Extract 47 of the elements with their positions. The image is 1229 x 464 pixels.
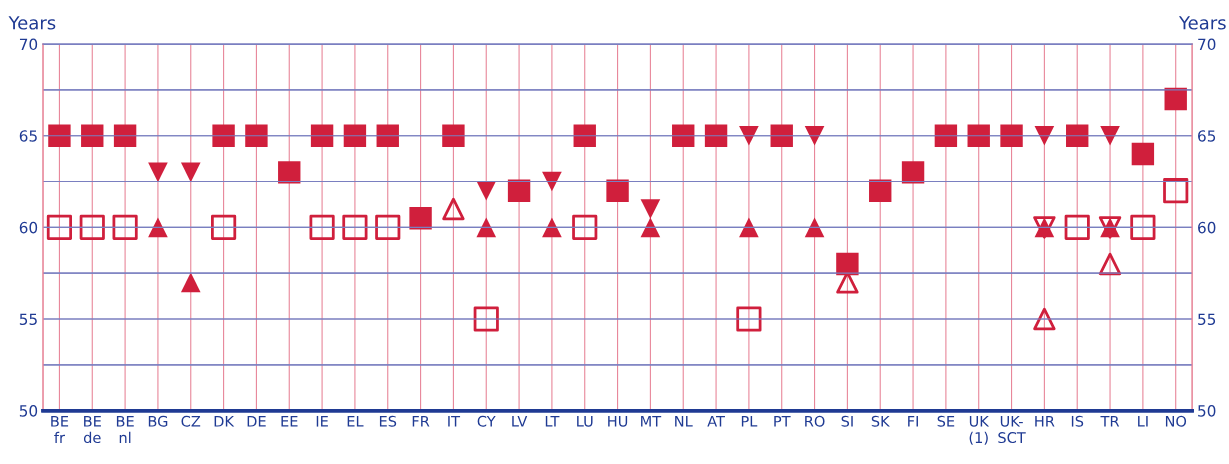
x-tick-label: PL: [741, 415, 758, 427]
x-tick-label: BE nl: [116, 415, 134, 443]
x-tick-label: ES: [379, 415, 397, 427]
x-tick-label: DK: [214, 415, 235, 427]
x-tick-label: NL: [675, 415, 693, 427]
y2-tick-label: 70: [1198, 38, 1216, 51]
x-tick-label: CY: [477, 415, 496, 427]
y-tick-label: 65: [19, 130, 37, 142]
x-tick-label: AT: [707, 415, 725, 427]
y2-tick-label: 60: [1198, 221, 1216, 234]
x-tick-label: LV: [512, 415, 528, 427]
x-tick-label: BE de: [83, 415, 101, 444]
y-tick-label: 70: [19, 38, 38, 51]
x-tick-label: IE: [316, 415, 328, 427]
x-tick-label: FR: [412, 415, 430, 427]
x-tick-label: UK (1): [969, 415, 990, 445]
x-tick-label: RO: [805, 415, 825, 427]
x-tick-label: BE fr: [51, 415, 69, 443]
x-tick-label: CZ: [181, 415, 201, 427]
x-tick-label: DE: [247, 415, 266, 427]
x-tick-label: IS: [1071, 415, 1084, 427]
x-tick-label: EE: [281, 415, 298, 427]
x-tick-label: IT: [448, 415, 461, 427]
x-tick-label: MT: [641, 415, 662, 427]
y2-axis-title: Years: [1178, 16, 1226, 30]
x-tick-label: SE: [937, 415, 955, 427]
x-tick-label: EL: [347, 415, 364, 427]
y-tick-label: 50: [19, 405, 38, 417]
x-tick-label: UK- SCT: [998, 415, 1026, 444]
x-tick-label: SK: [871, 415, 890, 427]
y-axis-title: Years: [8, 16, 56, 30]
x-tick-label: HU: [608, 415, 628, 427]
x-tick-label: LU: [577, 415, 593, 427]
x-tick-label: PT: [774, 415, 791, 427]
x-tick-label: LI: [1138, 415, 1148, 427]
x-tick-label: NO: [1165, 415, 1187, 427]
y-tick-label: 60: [19, 221, 38, 234]
x-tick-label: BG: [148, 415, 168, 427]
x-tick-label: HR: [1035, 415, 1055, 427]
y2-tick-label: 65: [1198, 130, 1216, 142]
x-tick-label: FI: [908, 415, 918, 427]
x-tick-label: SI: [841, 415, 853, 427]
x-tick-label: LT: [545, 415, 560, 427]
y2-tick-label: 55: [1198, 313, 1216, 326]
x-tick-label: TR: [1100, 415, 1120, 427]
y-tick-label: 55: [19, 313, 37, 326]
y2-tick-label: 50: [1198, 405, 1216, 417]
